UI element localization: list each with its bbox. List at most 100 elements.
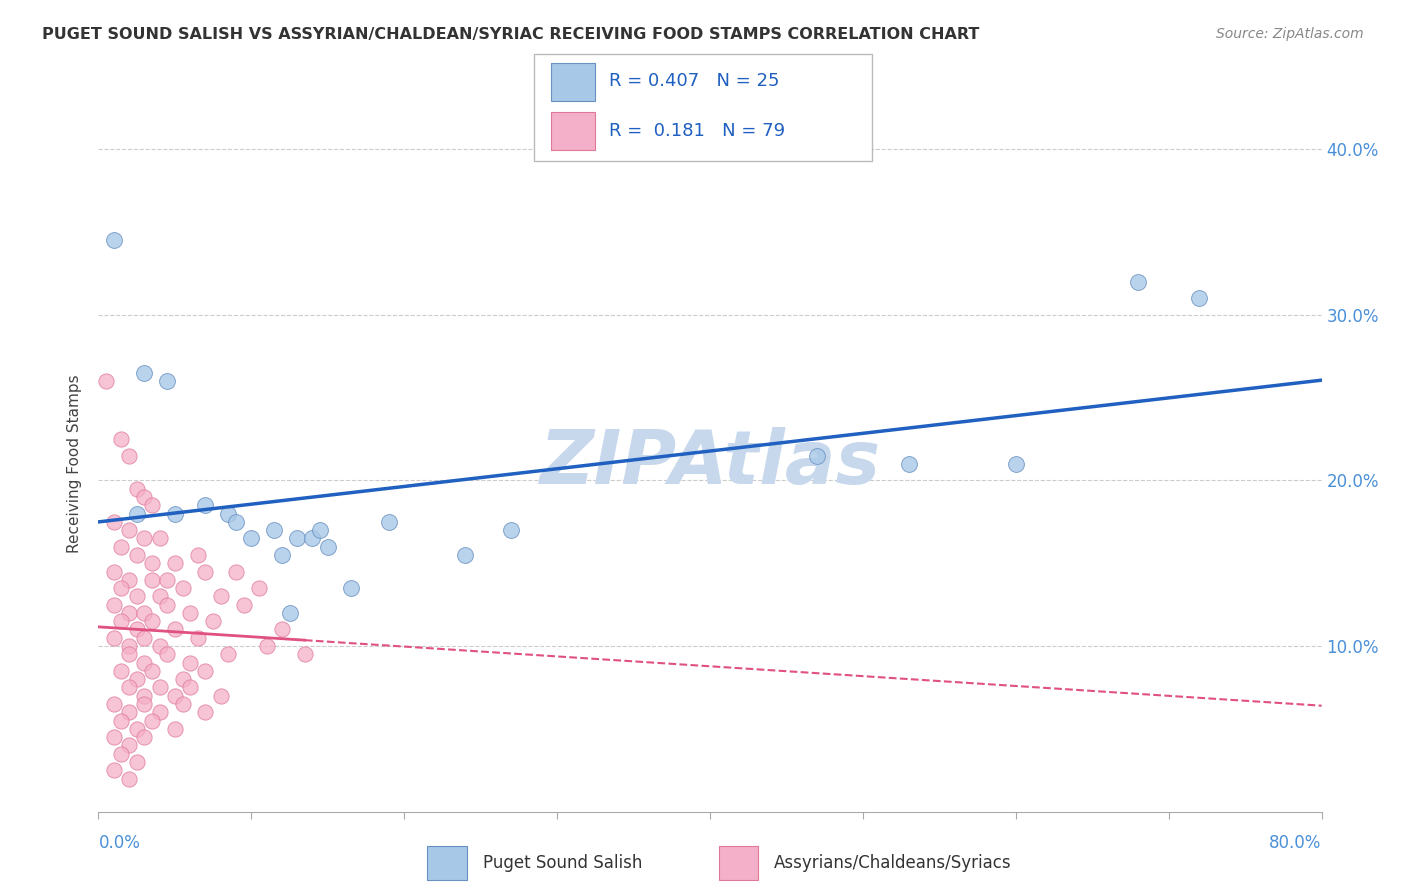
Point bbox=[118, 706, 141, 720]
Text: Source: ZipAtlas.com: Source: ZipAtlas.com bbox=[1216, 27, 1364, 41]
Point bbox=[110, 581, 132, 595]
Point bbox=[1128, 275, 1150, 289]
Point bbox=[225, 565, 247, 579]
Point bbox=[110, 432, 132, 446]
Point bbox=[156, 573, 179, 587]
Point bbox=[110, 540, 132, 554]
Point bbox=[125, 590, 148, 604]
Point bbox=[134, 366, 156, 380]
Point bbox=[172, 672, 194, 686]
Point bbox=[806, 449, 828, 463]
Point bbox=[125, 722, 148, 736]
Point bbox=[149, 706, 172, 720]
Point bbox=[134, 606, 156, 620]
Point bbox=[103, 233, 125, 247]
Point bbox=[256, 639, 278, 653]
Point bbox=[202, 614, 225, 628]
Point bbox=[1004, 457, 1026, 471]
Point bbox=[141, 556, 163, 570]
Point bbox=[501, 523, 523, 537]
Point bbox=[118, 606, 141, 620]
Point bbox=[163, 623, 186, 637]
Point bbox=[278, 606, 301, 620]
Point bbox=[163, 722, 186, 736]
Point bbox=[125, 755, 148, 769]
Point bbox=[103, 697, 125, 711]
Point bbox=[172, 581, 194, 595]
Point bbox=[110, 614, 132, 628]
Point bbox=[141, 714, 163, 728]
Point bbox=[232, 598, 254, 612]
Point bbox=[125, 507, 148, 521]
Text: Puget Sound Salish: Puget Sound Salish bbox=[482, 854, 643, 872]
Point bbox=[285, 532, 308, 546]
Point bbox=[263, 523, 285, 537]
Point bbox=[125, 482, 148, 496]
FancyBboxPatch shape bbox=[534, 54, 872, 161]
Point bbox=[454, 548, 477, 562]
Point bbox=[897, 457, 920, 471]
Point bbox=[125, 548, 148, 562]
Point bbox=[118, 523, 141, 537]
Text: R = 0.407   N = 25: R = 0.407 N = 25 bbox=[609, 72, 779, 90]
Point bbox=[339, 581, 361, 595]
Text: 0.0%: 0.0% bbox=[98, 834, 141, 852]
Point bbox=[103, 764, 125, 778]
Bar bbox=[551, 112, 595, 150]
Point bbox=[172, 697, 194, 711]
Point bbox=[149, 590, 172, 604]
Point bbox=[134, 532, 156, 546]
Point bbox=[118, 573, 141, 587]
Point bbox=[179, 681, 201, 695]
Point bbox=[179, 656, 201, 670]
Point bbox=[134, 730, 156, 744]
Point bbox=[156, 374, 179, 388]
Point bbox=[125, 672, 148, 686]
Point bbox=[209, 590, 232, 604]
Point bbox=[209, 689, 232, 703]
Text: PUGET SOUND SALISH VS ASSYRIAN/CHALDEAN/SYRIAC RECEIVING FOOD STAMPS CORRELATION: PUGET SOUND SALISH VS ASSYRIAN/CHALDEAN/… bbox=[42, 27, 980, 42]
Point bbox=[194, 706, 217, 720]
Point bbox=[156, 648, 179, 662]
Point bbox=[187, 631, 209, 645]
Point bbox=[118, 681, 141, 695]
Point bbox=[103, 631, 125, 645]
Text: Assyrians/Chaldeans/Syriacs: Assyrians/Chaldeans/Syriacs bbox=[773, 854, 1011, 872]
Point bbox=[125, 623, 148, 637]
Point bbox=[301, 532, 323, 546]
Point bbox=[240, 532, 263, 546]
Point bbox=[118, 772, 141, 786]
Bar bbox=[427, 846, 467, 880]
Point bbox=[110, 664, 132, 678]
Point bbox=[110, 714, 132, 728]
Point bbox=[163, 556, 186, 570]
Point bbox=[149, 639, 172, 653]
Point bbox=[163, 689, 186, 703]
Y-axis label: Receiving Food Stamps: Receiving Food Stamps bbox=[67, 375, 83, 553]
Point bbox=[194, 565, 217, 579]
Point bbox=[118, 648, 141, 662]
Point bbox=[217, 507, 239, 521]
Point bbox=[141, 498, 163, 512]
Point bbox=[247, 581, 270, 595]
Point bbox=[270, 548, 294, 562]
Point bbox=[163, 507, 186, 521]
Point bbox=[118, 739, 141, 753]
Point bbox=[156, 598, 179, 612]
Point bbox=[149, 532, 172, 546]
Point bbox=[141, 664, 163, 678]
Text: R =  0.181   N = 79: R = 0.181 N = 79 bbox=[609, 121, 785, 139]
Point bbox=[134, 656, 156, 670]
Point bbox=[103, 565, 125, 579]
Point bbox=[378, 515, 401, 529]
Point bbox=[134, 697, 156, 711]
Point bbox=[103, 598, 125, 612]
Point bbox=[134, 631, 156, 645]
Point bbox=[1188, 291, 1211, 305]
Point bbox=[118, 639, 141, 653]
Text: ZIPAtlas: ZIPAtlas bbox=[540, 427, 880, 500]
Point bbox=[94, 374, 117, 388]
Point bbox=[179, 606, 201, 620]
Text: 80.0%: 80.0% bbox=[1270, 834, 1322, 852]
Point bbox=[141, 614, 163, 628]
